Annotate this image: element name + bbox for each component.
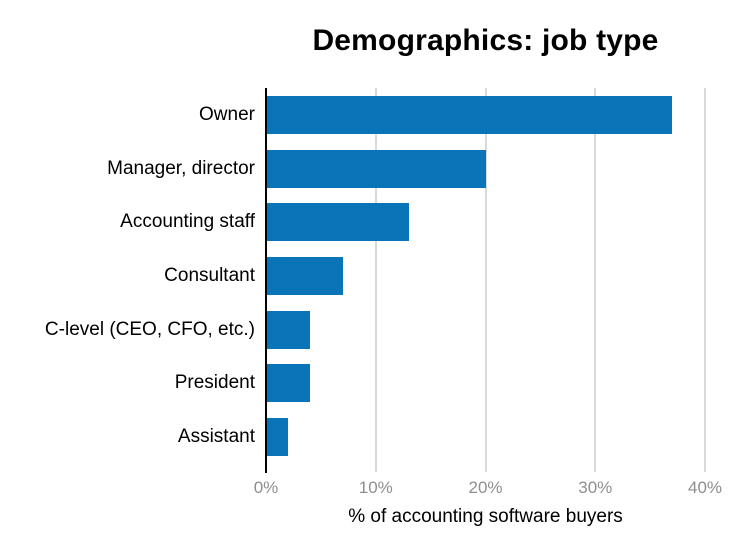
bar-row: Consultant [164,249,705,303]
gridline [484,88,487,472]
gridline [374,88,377,472]
gridlines [266,88,706,472]
bar [266,418,288,457]
bar-row: Manager, director [107,142,705,196]
bar-row: C-level (CEO, CFO, etc.) [45,303,705,357]
bar [266,203,409,242]
x-tick-label: 10% [358,478,393,497]
chart-title: Demographics: job type [312,24,659,57]
y-axis-line [265,88,267,473]
category-label: Assistant [177,426,255,448]
bar [266,95,673,134]
category-label: C-level (CEO, CFO, etc.) [44,318,255,340]
category-label: Accounting staff [120,211,255,233]
plot-area: Owner Manager, director Accounting staff Co… [45,88,722,497]
bar-row: Accounting staff [120,195,705,249]
x-tick-label: 40% [687,478,723,497]
bar-row: Owner [199,88,705,142]
bar [266,364,310,403]
bar-row: President [175,357,705,411]
category-label: Owner [199,103,255,125]
bar-row: Assistant [178,410,705,464]
bar [266,257,343,296]
x-tick-label: 20% [468,478,503,497]
category-label: Consultant [164,265,255,287]
gridline [594,88,597,472]
bar [266,310,310,349]
x-tick-label: 30% [578,478,613,497]
x-axis-title: % of accounting software buyers [348,506,623,527]
bar-rows: Owner Manager, director Accounting staff Co… [45,88,705,464]
bar [266,149,486,188]
x-tick-labels: 0% 10% 20% 30% 40% [254,478,722,498]
category-label: Manager, director [107,157,255,179]
x-tick-label: 0% [253,478,279,497]
gridline [704,88,706,472]
category-label: President [174,372,255,394]
